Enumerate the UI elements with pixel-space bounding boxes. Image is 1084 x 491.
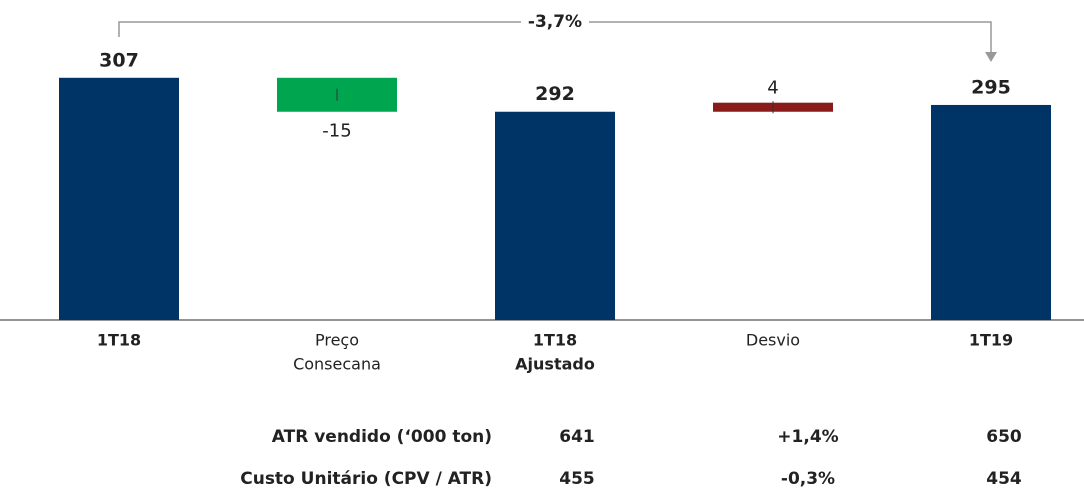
value-label: 292 [535, 83, 575, 105]
value-label: -15 [322, 121, 351, 142]
table-cell: 455 [559, 469, 595, 489]
table-cell: 454 [986, 469, 1022, 489]
x-tick-label: Desvio [746, 331, 800, 350]
arrow-head [985, 52, 997, 62]
value-label: 307 [99, 49, 139, 71]
x-tick-label: Consecana [293, 355, 381, 374]
row-label: Custo Unitário (CPV / ATR) [240, 469, 492, 489]
x-tick-label: 1T19 [969, 331, 1013, 350]
table-cell: -0,3% [781, 469, 835, 489]
row-label: ATR vendido (‘000 ton) [272, 427, 492, 447]
bar [931, 104, 1051, 320]
annotation-bg [521, 12, 589, 32]
bar [495, 111, 615, 320]
table-cell: 650 [986, 427, 1022, 447]
value-label: 4 [767, 78, 778, 99]
x-tick-label: 1T18 [97, 331, 141, 350]
x-tick-label: 1T18 [533, 331, 577, 350]
x-tick-label: Ajustado [515, 355, 595, 374]
table-cell: +1,4% [777, 427, 838, 447]
value-label: 295 [971, 76, 1011, 98]
table-cell: 641 [559, 427, 595, 447]
annotation: -3,7% [528, 12, 582, 32]
bar [59, 77, 179, 320]
x-tick-label: Preço [315, 331, 359, 350]
